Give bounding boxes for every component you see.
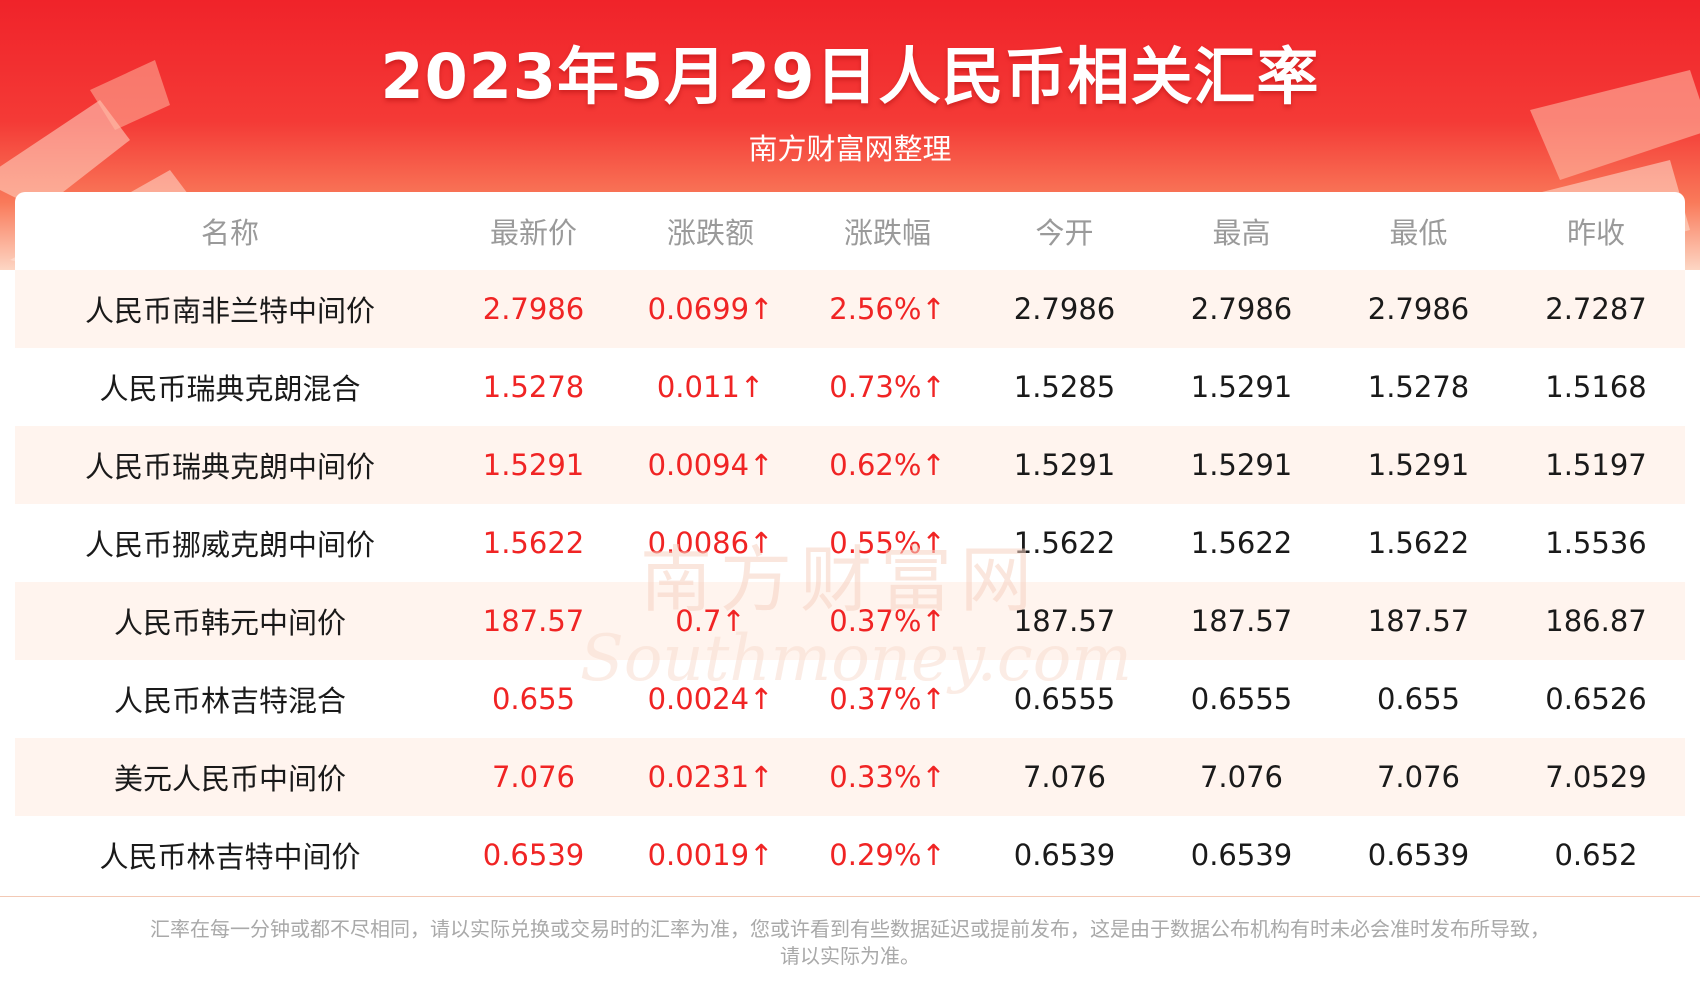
rate-name: 人民币瑞典克朗中间价 bbox=[84, 450, 375, 484]
column-header-prev-close: 昨收 bbox=[1566, 216, 1625, 250]
page-subtitle: 南方财富网整理 bbox=[748, 132, 952, 166]
rate-name: 人民币林吉特中间价 bbox=[99, 840, 361, 874]
column-header-change-pct: 涨跌幅 bbox=[843, 216, 931, 250]
rate-prev-close: 7.0529 bbox=[1545, 760, 1647, 794]
rate-low: 7.076 bbox=[1376, 760, 1461, 794]
rate-latest: 0.655 bbox=[491, 682, 576, 716]
rate-high: 0.6555 bbox=[1190, 682, 1293, 716]
rate-open: 1.5622 bbox=[1013, 526, 1116, 560]
rate-change: 0.0019↑ bbox=[647, 838, 774, 872]
footer-divider bbox=[0, 896, 1700, 897]
rate-prev-close: 0.6526 bbox=[1545, 682, 1647, 716]
rate-change-pct: 0.37%↑ bbox=[829, 604, 946, 638]
column-header-change: 涨跌额 bbox=[666, 216, 754, 250]
rates-table-card: 名称 最新价 涨跌额 涨跌幅 今开 最高 最低 昨收 人民币南非兰特中间价 2.… bbox=[15, 192, 1685, 898]
table-row: 美元人民币中间价 7.076 0.0231↑ 0.33%↑ 7.076 7.07… bbox=[15, 738, 1685, 816]
rate-change: 0.011↑ bbox=[656, 370, 765, 404]
rate-latest: 2.7986 bbox=[482, 292, 585, 326]
rate-open: 0.6555 bbox=[1013, 682, 1116, 716]
rate-change: 0.0086↑ bbox=[647, 526, 774, 560]
column-header-open: 今开 bbox=[1035, 216, 1094, 250]
rate-low: 0.6539 bbox=[1367, 838, 1470, 872]
rate-open: 0.6539 bbox=[1013, 838, 1116, 872]
rate-name: 人民币韩元中间价 bbox=[113, 606, 346, 640]
rate-change-pct: 0.29%↑ bbox=[829, 838, 946, 872]
rate-change-pct: 0.33%↑ bbox=[829, 760, 946, 794]
rate-name: 人民币南非兰特中间价 bbox=[84, 294, 375, 328]
rate-name: 人民币瑞典克朗混合 bbox=[99, 372, 361, 406]
rate-high: 7.076 bbox=[1199, 760, 1284, 794]
rate-latest: 1.5278 bbox=[482, 370, 585, 404]
table-row: 人民币林吉特混合 0.655 0.0024↑ 0.37%↑ 0.6555 0.6… bbox=[15, 660, 1685, 738]
rate-change: 0.0699↑ bbox=[647, 292, 774, 326]
rate-low: 0.655 bbox=[1376, 682, 1461, 716]
rates-table: 名称 最新价 涨跌额 涨跌幅 今开 最高 最低 昨收 人民币南非兰特中间价 2.… bbox=[15, 192, 1685, 894]
rate-open: 1.5285 bbox=[1013, 370, 1116, 404]
rate-name: 人民币挪威克朗中间价 bbox=[84, 528, 375, 562]
rate-high: 0.6539 bbox=[1190, 838, 1293, 872]
column-header-high: 最高 bbox=[1212, 216, 1271, 250]
rate-latest: 1.5291 bbox=[482, 448, 585, 482]
rate-change: 0.0231↑ bbox=[647, 760, 774, 794]
rate-open: 7.076 bbox=[1022, 760, 1107, 794]
rate-latest: 1.5622 bbox=[482, 526, 585, 560]
rate-name: 美元人民币中间价 bbox=[113, 762, 346, 796]
disclaimer-line-1: 汇率在每一分钟或都不尽相同，请以实际兑换或交易时的汇率为准，您或许看到有些数据延… bbox=[150, 917, 1550, 941]
rate-open: 187.57 bbox=[1013, 604, 1116, 638]
rate-change-pct: 0.55%↑ bbox=[829, 526, 946, 560]
column-header-latest: 最新价 bbox=[489, 216, 577, 250]
rate-name: 人民币林吉特混合 bbox=[113, 684, 346, 718]
table-row: 人民币瑞典克朗混合 1.5278 0.011↑ 0.73%↑ 1.5285 1.… bbox=[15, 348, 1685, 426]
rate-change-pct: 0.62%↑ bbox=[829, 448, 946, 482]
rate-change: 0.0094↑ bbox=[647, 448, 774, 482]
table-row: 人民币南非兰特中间价 2.7986 0.0699↑ 2.56%↑ 2.7986 … bbox=[15, 270, 1685, 348]
table-row: 人民币瑞典克朗中间价 1.5291 0.0094↑ 0.62%↑ 1.5291 … bbox=[15, 426, 1685, 504]
disclaimer-line-2: 请以实际为准。 bbox=[780, 944, 920, 968]
column-header-name: 名称 bbox=[200, 216, 259, 250]
rate-open: 2.7986 bbox=[1013, 292, 1116, 326]
rate-change-pct: 2.56%↑ bbox=[829, 292, 946, 326]
rate-latest: 0.6539 bbox=[482, 838, 585, 872]
rate-high: 187.57 bbox=[1190, 604, 1293, 638]
rate-prev-close: 2.7287 bbox=[1545, 292, 1647, 326]
column-header-low: 最低 bbox=[1389, 216, 1448, 250]
table-row: 人民币挪威克朗中间价 1.5622 0.0086↑ 0.55%↑ 1.5622 … bbox=[15, 504, 1685, 582]
rate-prev-close: 1.5168 bbox=[1545, 370, 1647, 404]
rate-high: 2.7986 bbox=[1190, 292, 1293, 326]
rate-low: 187.57 bbox=[1367, 604, 1470, 638]
rate-low: 2.7986 bbox=[1367, 292, 1470, 326]
rate-change-pct: 0.37%↑ bbox=[829, 682, 946, 716]
rate-high: 1.5622 bbox=[1190, 526, 1293, 560]
table-row: 人民币韩元中间价 187.57 0.7↑ 0.37%↑ 187.57 187.5… bbox=[15, 582, 1685, 660]
rate-change: 0.7↑ bbox=[675, 604, 746, 638]
rate-prev-close: 186.87 bbox=[1545, 604, 1647, 638]
rate-low: 1.5278 bbox=[1367, 370, 1470, 404]
rate-high: 1.5291 bbox=[1190, 370, 1293, 404]
rate-prev-close: 1.5197 bbox=[1545, 448, 1647, 482]
rate-latest: 187.57 bbox=[482, 604, 585, 638]
rate-change-pct: 0.73%↑ bbox=[829, 370, 946, 404]
table-header-row: 名称 最新价 涨跌额 涨跌幅 今开 最高 最低 昨收 bbox=[15, 192, 1685, 270]
rate-high: 1.5291 bbox=[1190, 448, 1293, 482]
disclaimer: 汇率在每一分钟或都不尽相同，请以实际兑换或交易时的汇率为准，您或许看到有些数据延… bbox=[70, 916, 1630, 970]
rate-low: 1.5291 bbox=[1367, 448, 1470, 482]
rate-open: 1.5291 bbox=[1013, 448, 1116, 482]
rate-prev-close: 0.652 bbox=[1554, 838, 1638, 872]
rate-low: 1.5622 bbox=[1367, 526, 1470, 560]
rate-change: 0.0024↑ bbox=[647, 682, 774, 716]
table-row: 人民币林吉特中间价 0.6539 0.0019↑ 0.29%↑ 0.6539 0… bbox=[15, 816, 1685, 894]
rate-latest: 7.076 bbox=[491, 760, 576, 794]
page-title: 2023年5月29日人民币相关汇率 bbox=[380, 40, 1320, 113]
rate-prev-close: 1.5536 bbox=[1545, 526, 1647, 560]
